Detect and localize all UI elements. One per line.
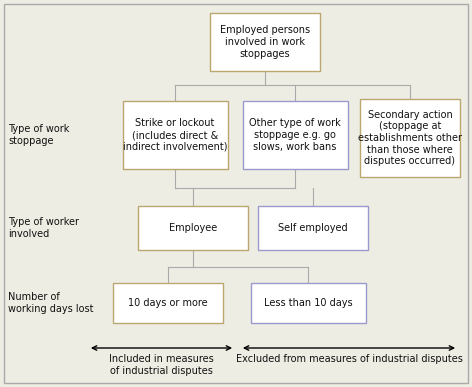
Bar bbox=[210, 13, 320, 71]
Bar bbox=[251, 283, 365, 323]
Bar bbox=[243, 101, 347, 169]
Text: Self employed: Self employed bbox=[278, 223, 348, 233]
Bar bbox=[258, 206, 368, 250]
Bar bbox=[113, 283, 223, 323]
Bar bbox=[360, 99, 460, 177]
Text: Included in measures
of industrial disputes: Included in measures of industrial dispu… bbox=[109, 354, 213, 376]
Text: Type of worker
involved: Type of worker involved bbox=[8, 217, 79, 239]
Text: Other type of work
stoppage e.g. go
slows, work bans: Other type of work stoppage e.g. go slow… bbox=[249, 118, 341, 152]
Text: 10 days or more: 10 days or more bbox=[128, 298, 208, 308]
Text: Employee: Employee bbox=[169, 223, 217, 233]
Text: Type of work
stoppage: Type of work stoppage bbox=[8, 124, 69, 146]
Text: Strike or lockout
(includes direct &
indirect involvement): Strike or lockout (includes direct & ind… bbox=[123, 118, 227, 152]
Bar bbox=[123, 101, 228, 169]
Text: Number of
working days lost: Number of working days lost bbox=[8, 292, 93, 314]
Text: Less than 10 days: Less than 10 days bbox=[264, 298, 352, 308]
Text: Employed persons
involved in work
stoppages: Employed persons involved in work stoppa… bbox=[220, 26, 310, 58]
Bar bbox=[138, 206, 248, 250]
Text: Excluded from measures of industrial disputes: Excluded from measures of industrial dis… bbox=[236, 354, 463, 364]
Text: Secondary action
(stoppage at
establishments other
than those where
disputes occ: Secondary action (stoppage at establishm… bbox=[358, 110, 462, 166]
